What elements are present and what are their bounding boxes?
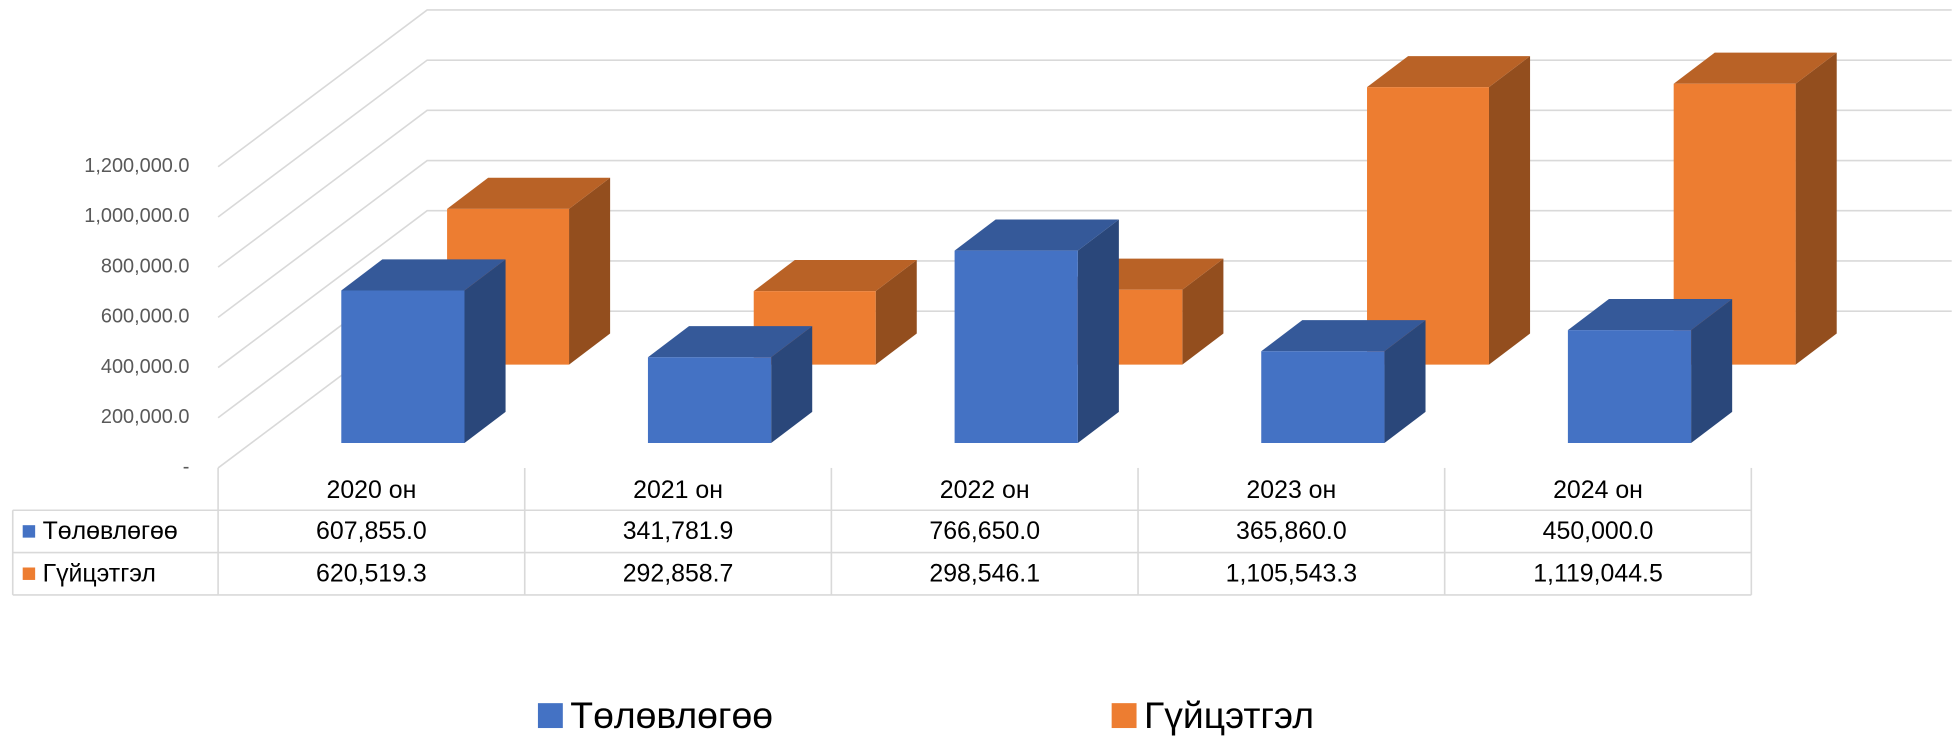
table-legend-key <box>22 567 36 580</box>
bar-front <box>1261 351 1385 444</box>
bar <box>1367 56 1531 365</box>
bar-top <box>647 326 813 358</box>
bar-side <box>1488 56 1531 365</box>
y-tick-label: 600,000.0 <box>101 306 190 328</box>
grid-line <box>217 9 1952 168</box>
legend-key <box>1111 703 1137 729</box>
bar-side <box>1795 52 1837 365</box>
table-cell: 292,858.7 <box>623 560 734 588</box>
legend-label: Гүйцэтгэл <box>1144 694 1314 736</box>
table-legend-key <box>22 525 36 538</box>
table-cell: 450,000.0 <box>1543 517 1654 545</box>
y-tick-label: 1,200,000.0 <box>84 155 189 177</box>
bar-top <box>1261 320 1426 352</box>
table-row-header: Төлөвлөгөө <box>43 517 178 545</box>
legend-key <box>537 703 563 729</box>
table-cell: 1,119,044.5 <box>1533 560 1663 588</box>
x-tick-label: 2020 он <box>326 476 416 504</box>
x-tick-label: 2023 он <box>1246 476 1336 504</box>
table-cell: 766,650.0 <box>929 517 1040 545</box>
y-tick-label: - <box>183 456 190 478</box>
y-tick-label: 1,000,000.0 <box>84 205 189 227</box>
x-tick-label: 2021 он <box>633 476 723 504</box>
y-tick-label: 400,000.0 <box>101 356 190 378</box>
table-cell: 1,105,543.3 <box>1226 560 1357 588</box>
bar-front <box>341 290 465 444</box>
bar-top <box>1367 56 1531 88</box>
bar <box>1261 320 1426 444</box>
bar-front <box>1567 330 1692 444</box>
legend-label: Төлөвлөгөө <box>570 694 773 736</box>
table-cell: 607,855.0 <box>316 517 427 545</box>
y-tick-label: 800,000.0 <box>101 255 190 277</box>
x-tick-label: 2022 он <box>940 476 1030 504</box>
bar-top <box>447 177 611 209</box>
bar <box>1567 298 1733 444</box>
bar-side <box>569 177 611 365</box>
bar-top <box>1567 298 1733 331</box>
table-cell: 365,860.0 <box>1236 517 1347 545</box>
y-tick-label: 200,000.0 <box>101 406 190 428</box>
bar-top <box>1673 52 1837 84</box>
bar <box>1673 52 1837 365</box>
bar-side <box>464 259 506 444</box>
bar-side <box>1384 320 1426 444</box>
bar <box>341 259 506 444</box>
table-cell: 341,781.9 <box>623 517 734 545</box>
bar-side <box>875 260 917 365</box>
bar-side <box>1182 258 1224 365</box>
bar-side <box>1691 298 1733 444</box>
table-cell: 298,546.1 <box>929 560 1040 588</box>
table-row-header: Гүйцэтгэл <box>43 560 156 588</box>
bar-front <box>954 250 1078 444</box>
bar-front <box>1673 83 1796 365</box>
bar-top <box>341 259 506 291</box>
bar <box>954 219 1119 444</box>
x-tick-label: 2024 он <box>1553 476 1643 504</box>
bar-side <box>1077 219 1119 444</box>
bar-front <box>647 357 772 444</box>
bar-side <box>771 326 813 444</box>
bar-top <box>753 260 917 292</box>
bar-front <box>1367 87 1489 365</box>
bar-top <box>954 219 1119 251</box>
bar <box>647 326 813 444</box>
table-cell: 620,519.3 <box>316 560 427 588</box>
